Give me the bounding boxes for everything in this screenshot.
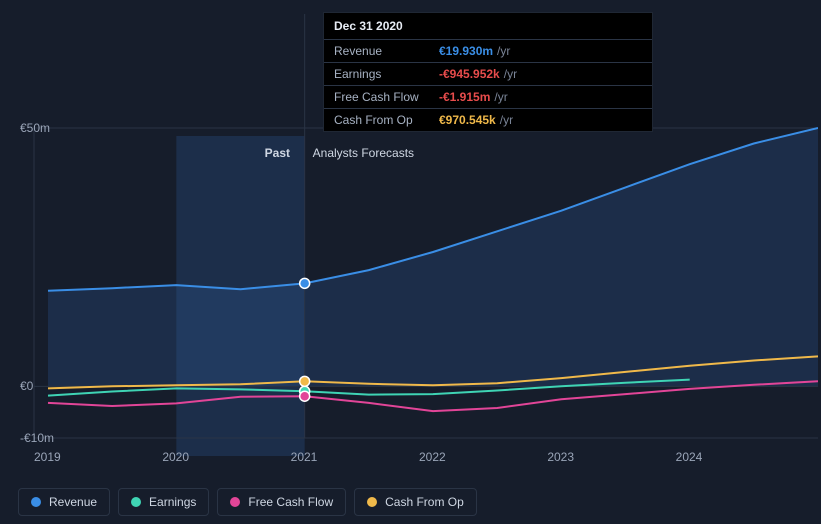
tooltip-row-revenue: Revenue€19.930m/yr: [324, 40, 652, 63]
x-tick-label: 2022: [419, 450, 446, 464]
tooltip-row-value: -€1.915m: [439, 90, 490, 104]
legend-item-label: Revenue: [49, 495, 97, 509]
x-tick-label: 2023: [547, 450, 574, 464]
chart-tooltip: Dec 31 2020 Revenue€19.930m/yrEarnings-€…: [323, 12, 653, 132]
tooltip-row-unit: /yr: [494, 90, 507, 104]
tooltip-row-value: -€945.952k: [439, 67, 500, 81]
chart-container: €50m €0 -€10m 2019 2020 2021 2022 2023 2024 Pas…: [18, 0, 818, 524]
legend-item-revenue[interactable]: Revenue: [18, 488, 110, 516]
marker-revenue: [300, 278, 310, 288]
legend-item-label: Earnings: [149, 495, 196, 509]
marker-freecashflow: [300, 391, 310, 401]
legend-dot-icon: [31, 497, 41, 507]
tooltip-row-label: Free Cash Flow: [334, 90, 439, 104]
tooltip-row-label: Cash From Op: [334, 113, 439, 127]
y-tick-label: €0: [20, 379, 33, 393]
legend-item-cashfromop[interactable]: Cash From Op: [354, 488, 477, 516]
tooltip-row-label: Earnings: [334, 67, 439, 81]
y-tick-label: €50m: [20, 121, 50, 135]
legend-item-freecashflow[interactable]: Free Cash Flow: [217, 488, 346, 516]
tooltip-row-unit: /yr: [500, 113, 513, 127]
region-forecast-label: Analysts Forecasts: [313, 146, 414, 160]
x-tick-label: 2021: [291, 450, 318, 464]
legend-item-label: Free Cash Flow: [248, 495, 333, 509]
legend: Revenue Earnings Free Cash Flow Cash From O…: [18, 488, 477, 516]
tooltip-row-label: Revenue: [334, 44, 439, 58]
legend-dot-icon: [131, 497, 141, 507]
tooltip-date: Dec 31 2020: [324, 13, 652, 40]
tooltip-row-unit: /yr: [504, 67, 517, 81]
tooltip-row-earnings: Earnings-€945.952k/yr: [324, 63, 652, 86]
tooltip-row-freecashflow: Free Cash Flow-€1.915m/yr: [324, 86, 652, 109]
y-tick-label: -€10m: [20, 431, 54, 445]
tooltip-row-value: €970.545k: [439, 113, 496, 127]
marker-cashfromop: [300, 376, 310, 386]
tooltip-row-cashfromop: Cash From Op€970.545k/yr: [324, 109, 652, 131]
legend-item-label: Cash From Op: [385, 495, 464, 509]
tooltip-row-unit: /yr: [497, 44, 510, 58]
revenue-area: [48, 128, 818, 386]
legend-dot-icon: [230, 497, 240, 507]
x-tick-label: 2019: [34, 450, 61, 464]
legend-item-earnings[interactable]: Earnings: [118, 488, 209, 516]
region-past-label: Past: [265, 146, 290, 160]
x-tick-label: 2020: [162, 450, 189, 464]
tooltip-row-value: €19.930m: [439, 44, 493, 58]
x-tick-label: 2024: [676, 450, 703, 464]
legend-dot-icon: [367, 497, 377, 507]
